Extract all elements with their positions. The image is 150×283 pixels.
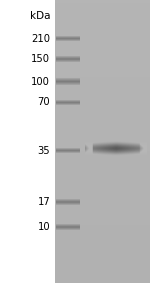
Text: 35: 35: [38, 145, 50, 156]
Text: kDa: kDa: [30, 11, 50, 22]
Text: 210: 210: [31, 34, 50, 44]
Text: 150: 150: [31, 54, 50, 65]
Bar: [0, 0, 55, 283]
Text: 100: 100: [31, 77, 50, 87]
Text: 10: 10: [38, 222, 50, 232]
Text: 17: 17: [38, 197, 50, 207]
Text: 70: 70: [38, 97, 50, 108]
